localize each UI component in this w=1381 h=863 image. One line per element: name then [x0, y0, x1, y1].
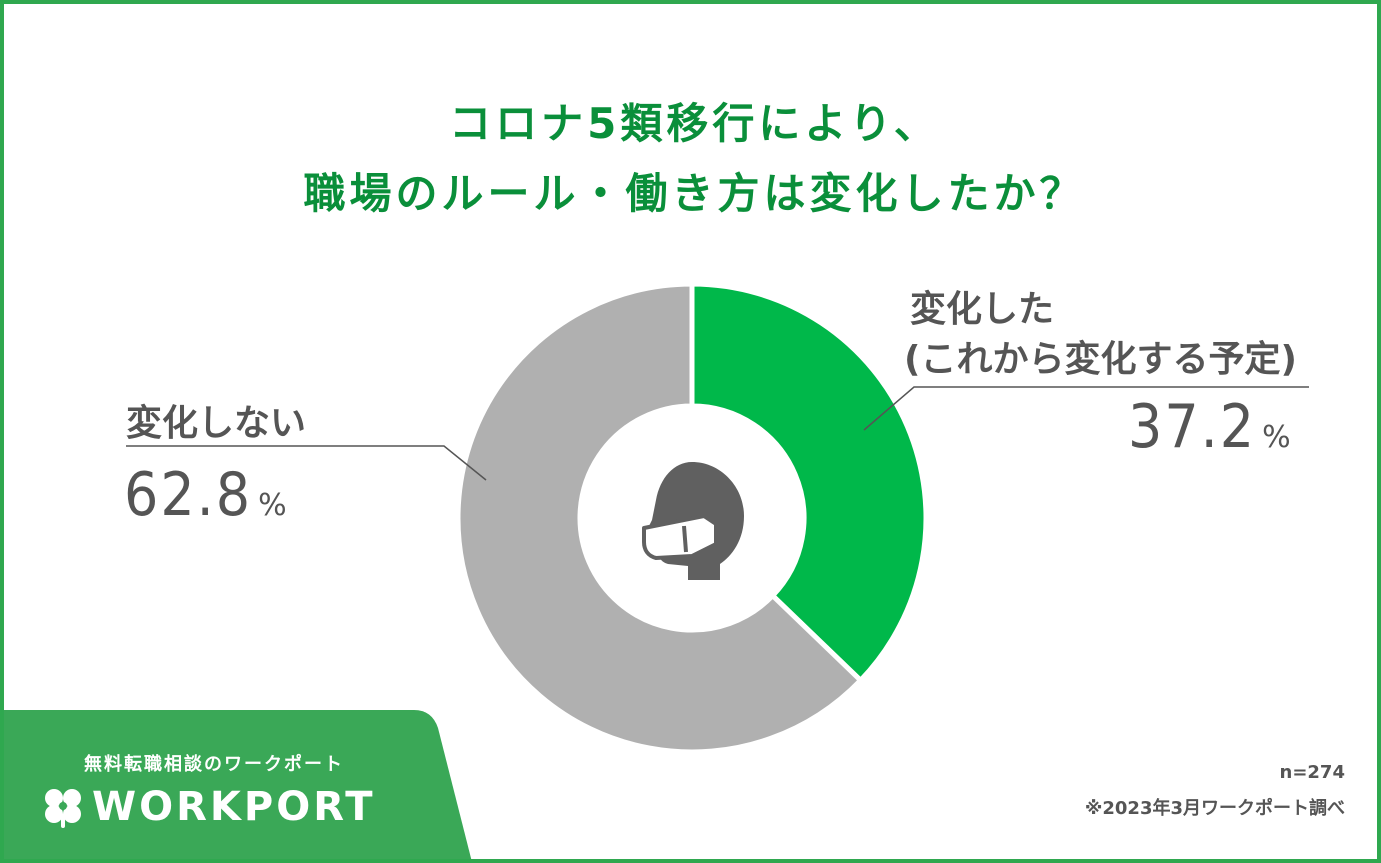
- slice-label-changed: 変化した: [910, 289, 1055, 330]
- slice-label-changed-sub: (これから変化する予定): [904, 339, 1297, 380]
- slice-value-changed: 37.2%: [1128, 392, 1291, 462]
- slice-value-changed-number: 37.2: [1128, 392, 1257, 462]
- clover-icon: [45, 789, 81, 828]
- source-note: ※2023年3月ワークポート調べ: [1084, 798, 1345, 819]
- brand-tagline: 無料転職相談のワークポート: [84, 754, 344, 775]
- chart-title-line-2: 職場のルール・働き方は変化したか？: [303, 169, 1086, 218]
- brand-band: [4, 710, 472, 859]
- leader-line-unchanged: [126, 445, 487, 481]
- slice-value-unchanged: 62.8%: [124, 460, 287, 530]
- masked-person-icon: [642, 462, 744, 580]
- slice-value-unchanged-number: 62.8: [124, 460, 253, 530]
- sample-size-note: n=274: [1279, 762, 1345, 783]
- chart-title-line-1: コロナ5類移行により、: [449, 99, 940, 148]
- slice-label-unchanged: 変化しない: [126, 403, 307, 444]
- leader-line-changed: [863, 386, 1309, 431]
- slice-value-changed-unit: %: [1262, 420, 1291, 455]
- slice-unchanged: [455, 281, 865, 755]
- slice-value-unchanged-unit: %: [258, 488, 287, 523]
- donut-chart: [126, 281, 1309, 755]
- brand-logo: WORKPORT: [92, 784, 376, 830]
- slice-changed: [689, 281, 929, 684]
